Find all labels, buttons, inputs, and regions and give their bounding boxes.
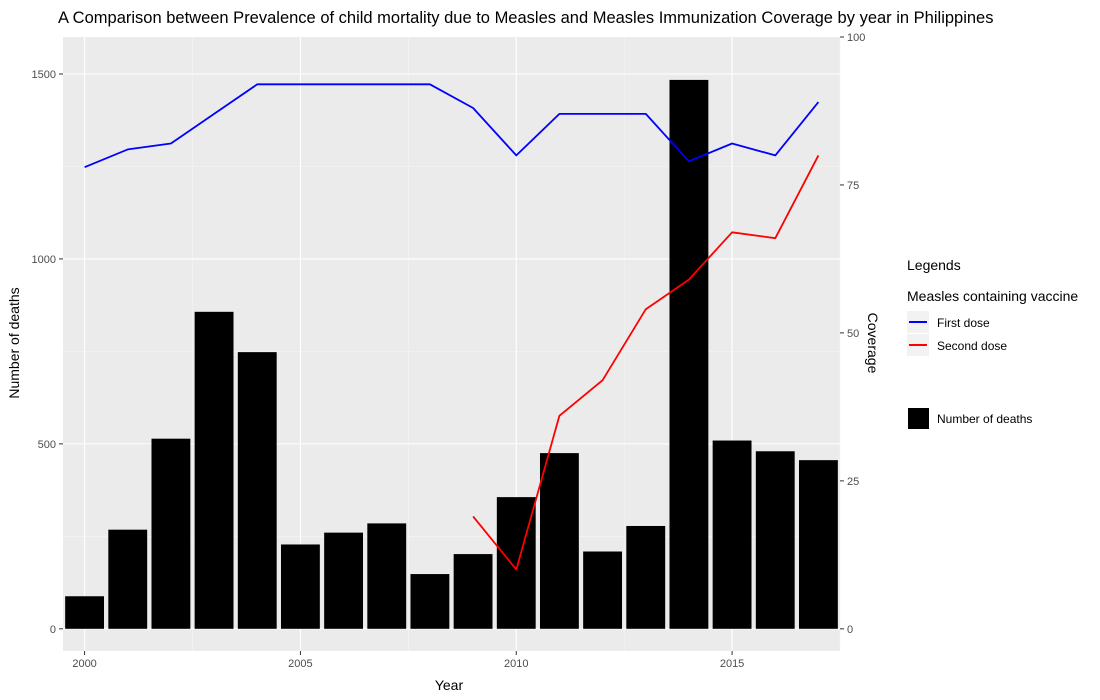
y-tick-label: 1500 bbox=[32, 69, 56, 81]
bar-2006 bbox=[324, 532, 364, 629]
bar-2009 bbox=[453, 554, 493, 629]
x-tick-label: 2005 bbox=[288, 658, 312, 670]
chart-title: A Comparison between Prevalence of child… bbox=[58, 9, 993, 27]
bar-2017 bbox=[798, 460, 838, 629]
y2-tick-label: 50 bbox=[847, 328, 859, 340]
bar-2002 bbox=[151, 438, 191, 629]
series-line-second-dose bbox=[472, 154, 820, 571]
legend-label-second-dose: Second dose bbox=[937, 339, 1007, 353]
bar-2013 bbox=[626, 525, 666, 629]
y-tick-label: 0 bbox=[50, 624, 56, 636]
y2-axis-title: Coverage bbox=[865, 313, 881, 374]
y-axis-title: Number of deaths bbox=[6, 287, 22, 398]
bar-2008 bbox=[410, 574, 450, 629]
legend-group-title: Measles containing vaccine bbox=[907, 288, 1078, 304]
legend-label-first-dose: First dose bbox=[937, 316, 990, 330]
y2-tick-label: 75 bbox=[847, 180, 859, 192]
y-tick-label: 500 bbox=[38, 439, 56, 451]
bar-2010 bbox=[496, 497, 536, 629]
bar-2016 bbox=[755, 451, 795, 629]
bar-2004 bbox=[237, 352, 277, 629]
y2-tick-label: 100 bbox=[847, 32, 865, 44]
bar-2012 bbox=[583, 551, 623, 629]
y-tick-label: 1000 bbox=[32, 254, 56, 266]
legend-title: Legends bbox=[907, 257, 961, 273]
bar-2007 bbox=[367, 523, 407, 629]
bar-2015 bbox=[712, 440, 752, 629]
x-axis-title: Year bbox=[435, 677, 464, 693]
legend: Legends Measles containing vaccine First… bbox=[907, 257, 1078, 429]
bar-2005 bbox=[280, 544, 320, 629]
bar-2011 bbox=[539, 453, 579, 629]
y2-tick-label: 0 bbox=[847, 624, 853, 636]
y2-tick-label: 25 bbox=[847, 476, 859, 488]
x-tick-label: 2000 bbox=[72, 658, 96, 670]
bar-2000 bbox=[65, 596, 105, 629]
legend-label-deaths: Number of deaths bbox=[937, 412, 1032, 426]
x-tick-label: 2015 bbox=[720, 658, 744, 670]
x-tick-label: 2010 bbox=[504, 658, 528, 670]
series-line-first-dose bbox=[84, 83, 820, 169]
bar-2001 bbox=[108, 529, 148, 629]
bar-2003 bbox=[194, 311, 234, 629]
bar-2014 bbox=[669, 79, 709, 629]
legend-swatch-deaths bbox=[908, 408, 929, 429]
plot-area: 0 500 1000 1500 0 25 50 75 100 2000 2005 2010 2015 bbox=[32, 32, 866, 670]
